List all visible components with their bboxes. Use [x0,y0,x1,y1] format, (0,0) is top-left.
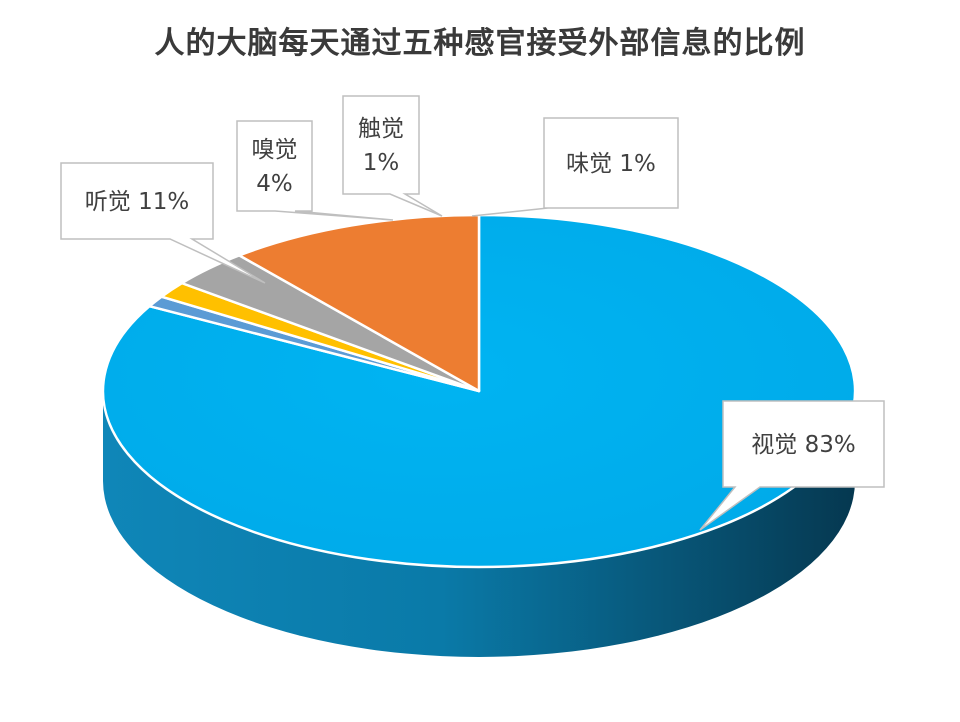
callout-1: 味觉 1% [471,117,679,217]
pie-slice-0 [101,213,857,569]
callout-box-4 [60,162,266,284]
pie-top [101,213,857,569]
data-label-0: 视觉 83% [751,432,855,458]
pie-slice-4 [238,213,481,393]
chart-title: 人的大脑每天通过五种感官接受外部信息的比例 [154,26,806,61]
pie-side [103,391,855,657]
data-label-3-0: 嗅觉 [252,137,298,163]
callout-2: 触觉 1% [342,95,443,217]
data-label-3-1: 4% [256,171,293,197]
callout-3: 嗅觉 4% [236,120,394,221]
data-label-2-0: 触觉 [358,116,404,142]
callout-box-1 [471,117,679,217]
data-label-1: 味觉 1% [566,151,656,177]
callout-box-3 [236,120,394,221]
callout-box-0 [699,400,885,531]
data-label-4: 听觉 11% [85,189,189,215]
pie-side-wall [103,391,855,657]
pie-callouts: 视觉 83% 味觉 1% 触觉 1% 嗅觉 4% 听觉 11% [60,95,885,531]
callout-0: 视觉 83% [699,400,885,531]
callout-4: 听觉 11% [60,162,266,284]
callout-box-2 [342,95,443,217]
data-label-2-1: 1% [363,150,400,176]
